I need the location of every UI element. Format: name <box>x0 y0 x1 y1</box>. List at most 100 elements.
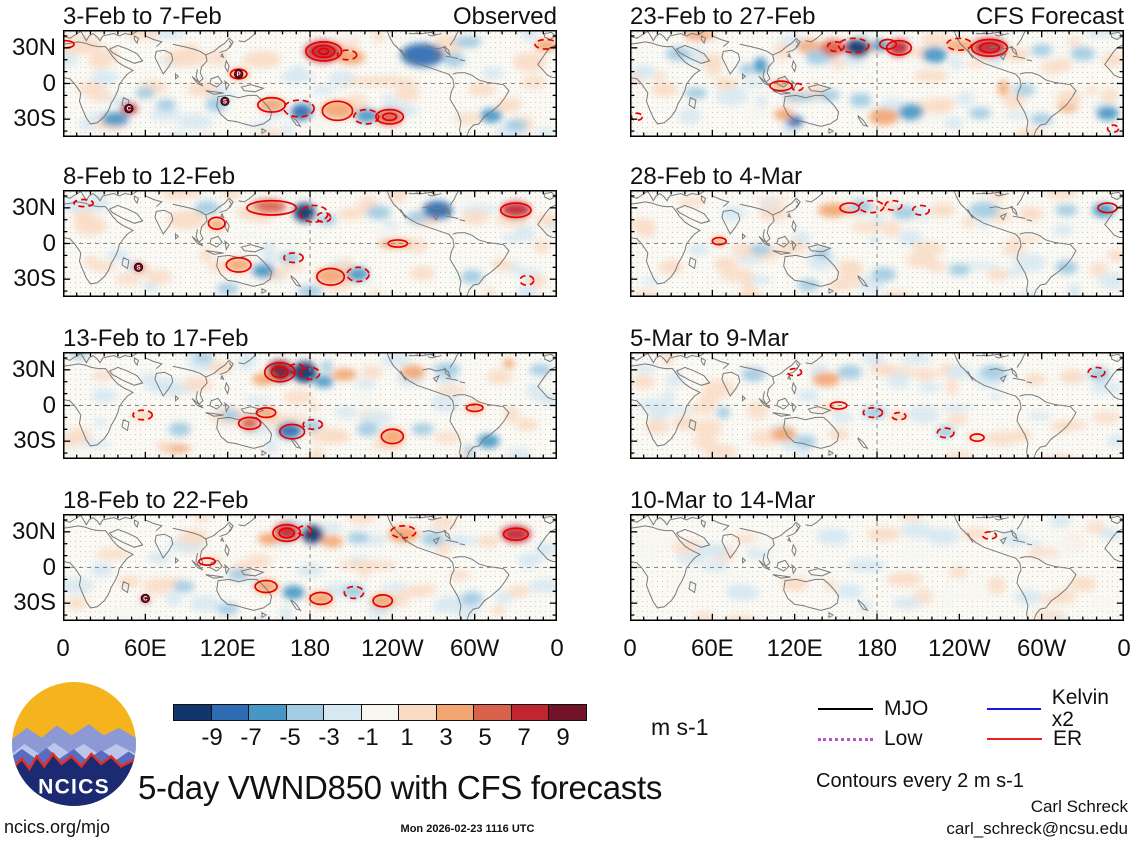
colorbar-tick-label: -3 <box>318 724 340 751</box>
creation-timestamp: Mon 2026-02-23 1116 UTC <box>400 823 535 835</box>
x-axis-label: 120W <box>360 635 424 662</box>
x-axis-label: 120E <box>199 635 256 662</box>
x-axis-label: 0 <box>56 635 70 662</box>
colorbar-segment <box>248 704 287 721</box>
y-axis-label: 0 <box>42 391 56 419</box>
colorbar-tick-label: 3 <box>439 724 453 751</box>
x-axis-label: 60W <box>1016 635 1067 662</box>
y-axis-label: 30S <box>13 105 56 133</box>
x-axis-label: 120E <box>766 635 823 662</box>
anomaly-map <box>630 30 1124 137</box>
colorbar-tick-label: -1 <box>357 724 379 751</box>
colorbar-segment <box>285 704 325 721</box>
panel-title: 8-Feb to 12-Feb <box>63 163 236 190</box>
colorbar-tick-label: -5 <box>279 724 301 751</box>
anomaly-map: P C S <box>63 30 557 137</box>
map-panel-fcst-week1: 23-Feb to 27-Feb CFS Forecast <box>630 2 1124 137</box>
x-axis-label: 0 <box>623 635 637 662</box>
author-name: Carl Schreck <box>1030 797 1128 816</box>
colorbar-segment <box>398 704 437 721</box>
panel-title: 18-Feb to 22-Feb <box>63 487 249 514</box>
contour-interval-note: Contours every 2 m s-1 <box>816 770 1024 792</box>
svg-text:S: S <box>136 265 140 271</box>
map-panel-obs-week3: 13-Feb to 17-Feb <box>63 324 557 459</box>
colorbar-tick-label: 1 <box>400 724 414 751</box>
panel-title: 28-Feb to 4-Mar <box>630 163 803 190</box>
figure-title: 5-day VWND850 with CFS forecasts <box>138 769 663 806</box>
x-axis-label: 0 <box>1117 635 1131 662</box>
anomaly-map: C <box>63 514 557 621</box>
ncics-logo: NCICS <box>12 682 136 806</box>
colorbar-tick-label: -9 <box>201 724 223 751</box>
y-axis-label: 30N <box>11 517 56 545</box>
colorbar-segments <box>173 704 605 721</box>
panel-title: 10-Mar to 14-Mar <box>630 487 816 514</box>
colorbar-segment <box>548 704 587 721</box>
colorbar-tick-label: 7 <box>517 724 531 751</box>
colorbar: -9 -7 -5 -3 -1 1 3 5 7 9 <box>173 704 605 752</box>
panel-title: 5-Mar to 9-Mar <box>630 325 789 352</box>
colorbar-segment <box>210 704 250 721</box>
map-panel-obs-week1: 3-Feb to 7-Feb Observed P C S <box>63 2 557 137</box>
panel-title: 23-Feb to 27-Feb <box>630 3 816 30</box>
legend-label: MJO <box>884 697 929 720</box>
map-panel-obs-week4: 18-Feb to 22-Feb C <box>63 486 557 621</box>
panel-title: 13-Feb to 17-Feb <box>63 325 249 352</box>
y-axis-label: 30S <box>13 265 56 293</box>
map-panel-fcst-week4: 10-Mar to 14-Mar <box>630 486 1124 621</box>
y-axis-label: 30S <box>13 589 56 617</box>
x-axis-label: 60E <box>690 635 734 662</box>
x-axis-label: 180 <box>856 635 898 662</box>
anomaly-map <box>63 352 557 459</box>
colorbar-segment <box>323 704 362 721</box>
website-text: ncics.org/mjo <box>4 817 111 837</box>
colorbar-tick-label: 5 <box>478 724 492 751</box>
colorbar-segment <box>173 704 212 721</box>
legend-item-mjo: MJO <box>818 697 928 721</box>
legend-item-kelvin-x2: Kelvin x2 <box>987 687 1135 731</box>
legend-line-sample <box>987 707 1041 711</box>
y-axis-label: 0 <box>42 553 56 581</box>
colorbar-tick-label: -7 <box>240 724 262 751</box>
anomaly-map <box>630 190 1124 297</box>
colorbar-units: m s-1 <box>651 714 709 740</box>
svg-text:C: C <box>143 597 148 603</box>
x-axis-label: 120W <box>927 635 991 662</box>
colorbar-segment <box>360 704 400 721</box>
colorbar-segment <box>435 704 475 721</box>
y-axis-label: 30N <box>11 193 56 221</box>
x-axis-label: 60E <box>123 635 167 662</box>
logo-text: NCICS <box>38 776 110 799</box>
map-panel-obs-week2: 8-Feb to 12-Feb S <box>63 162 557 297</box>
legend-item-er: ER <box>987 727 1082 751</box>
y-axis-label: 30S <box>13 427 56 455</box>
x-axis-label: 0 <box>550 635 564 662</box>
contour-legend: MJO Low Kelvin x2 ER <box>812 687 1135 754</box>
anomaly-map <box>630 352 1124 459</box>
legend-item-low: Low <box>818 727 923 751</box>
x-axis-label: 180 <box>289 635 331 662</box>
x-axis-label: 60W <box>449 635 500 662</box>
svg-text:S: S <box>223 100 227 106</box>
legend-line-sample <box>818 707 873 711</box>
legend-line-sample <box>818 737 873 741</box>
y-axis-label: 0 <box>42 229 56 257</box>
map-panel-fcst-week3: 5-Mar to 9-Mar <box>630 324 1124 459</box>
colorbar-segment <box>510 704 550 721</box>
y-axis-label: 30N <box>11 355 56 383</box>
colorbar-segment <box>473 704 512 721</box>
y-axis-label: 0 <box>42 69 56 97</box>
anomaly-map <box>630 514 1124 621</box>
legend-label: Kelvin x2 <box>1051 686 1109 731</box>
map-panel-fcst-week2: 28-Feb to 4-Mar <box>630 162 1124 297</box>
panel-title: 3-Feb to 7-Feb <box>63 3 222 30</box>
panel-annotation: CFS Forecast <box>975 3 1124 30</box>
legend-line-sample <box>987 737 1042 741</box>
colorbar-tick-label: 9 <box>556 724 570 751</box>
legend-label: Low <box>884 727 923 750</box>
svg-text:P: P <box>237 72 241 78</box>
svg-text:C: C <box>127 107 132 113</box>
panel-annotation: Observed <box>452 3 557 30</box>
author-email: carl_schreck@ncsu.edu <box>946 819 1128 838</box>
